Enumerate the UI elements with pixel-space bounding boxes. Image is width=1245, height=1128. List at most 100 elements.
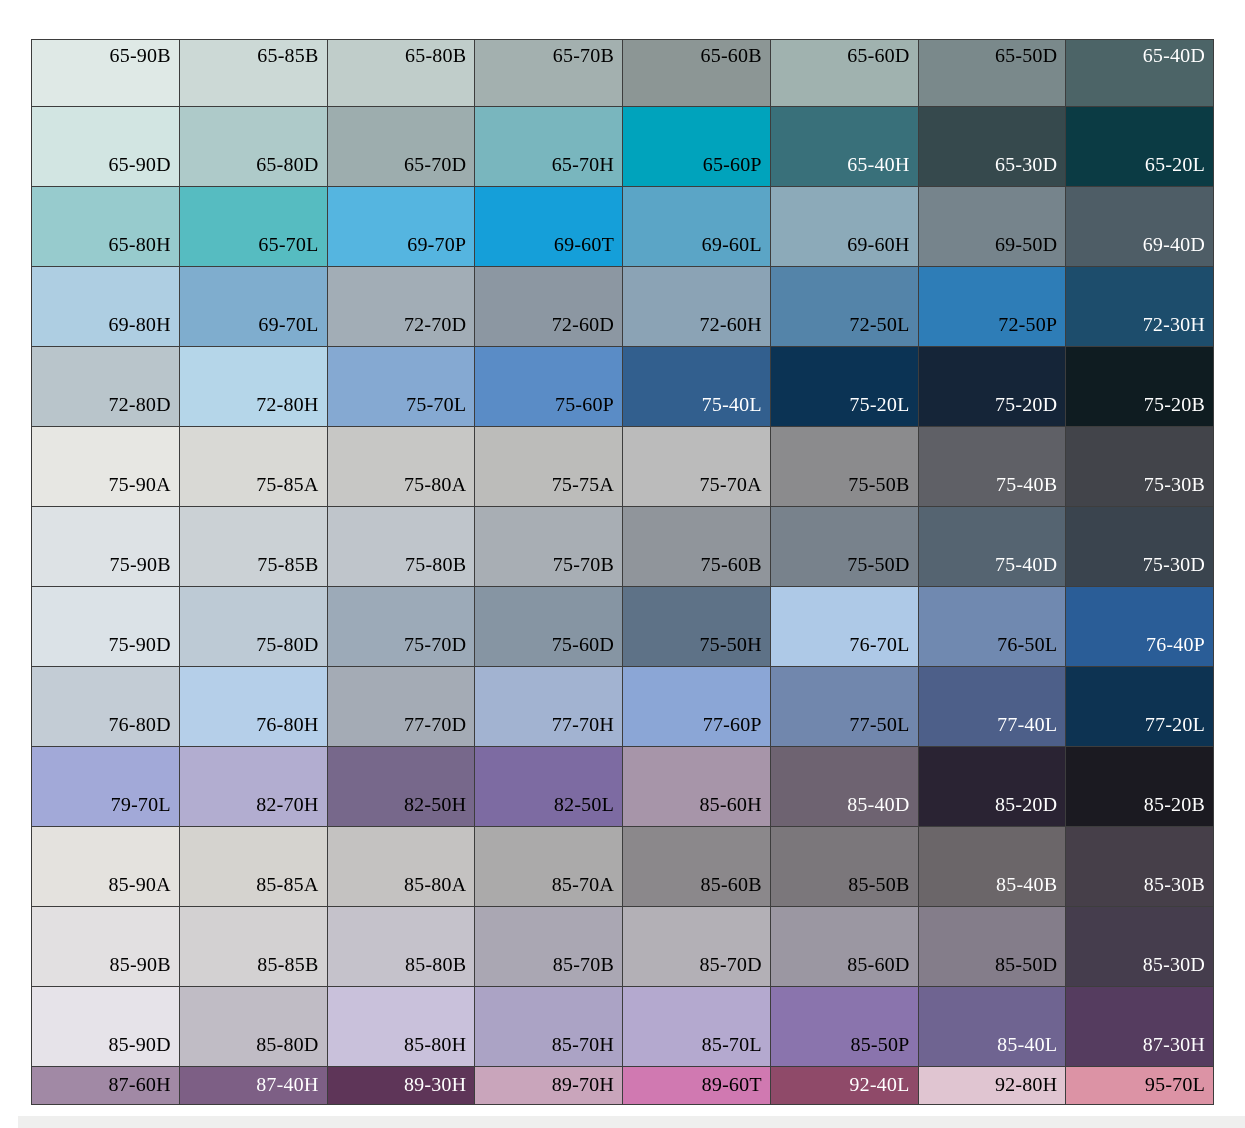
swatch-cell: 85-80B: [326, 906, 476, 987]
swatch-cell: 77-70H: [474, 666, 623, 747]
swatch-cell: 65-60D: [769, 39, 919, 107]
swatch-cell: 85-30D: [1065, 906, 1214, 987]
swatch-code: 69-70L: [258, 314, 319, 336]
swatch-code: 72-60H: [699, 314, 762, 336]
swatch-cell: 75-30D: [1065, 506, 1214, 587]
swatch-code: 77-50L: [849, 714, 910, 736]
swatch-cell: 85-70L: [622, 986, 771, 1067]
swatch-grid-body: 65-90B 65-85B 65-80B 65-70B 65-60B 65-60D 65-5…: [31, 39, 1214, 1105]
swatch-cell: 76-40P: [1065, 586, 1214, 667]
swatch-cell: 75-90A: [31, 426, 180, 507]
swatch-cell: 75-70L: [326, 346, 476, 427]
swatch-cell: 85-50D: [917, 906, 1067, 987]
swatch-code: 75-60P: [555, 394, 614, 416]
swatch-cell: 75-40L: [622, 346, 771, 427]
swatch-cell: 85-60B: [622, 826, 771, 907]
swatch-row: 72-80D 72-80H 75-70L 75-60P 75-40L 75-20L 75-2…: [31, 346, 1214, 427]
swatch-code: 65-80D: [256, 154, 319, 176]
swatch-cell: 87-30H: [1065, 986, 1214, 1067]
swatch-cell: 77-60P: [622, 666, 771, 747]
swatch-cell: 72-30H: [1065, 266, 1214, 347]
swatch-code: 75-70B: [552, 554, 614, 576]
swatch-code: 85-85B: [257, 954, 319, 976]
swatch-grid: 65-90B 65-85B 65-80B 65-70B 65-60B 65-60D 65-5…: [31, 39, 1214, 1105]
swatch-cell: 75-85A: [178, 426, 328, 507]
swatch-cell: 75-85B: [178, 506, 328, 587]
swatch-code: 75-50D: [847, 554, 910, 576]
swatch-cell: 69-50D: [917, 186, 1067, 267]
swatch-cell: 75-70A: [622, 426, 771, 507]
swatch-code: 89-70H: [551, 1074, 614, 1096]
swatch-code: 75-50H: [699, 634, 762, 656]
swatch-code: 77-20L: [1144, 714, 1205, 736]
swatch-row: 87-60H 87-40H 89-30H 89-70H 89-60T 92-40L 92-8…: [31, 1066, 1214, 1105]
swatch-cell: 65-70H: [474, 106, 623, 187]
swatch-code: 75-85A: [256, 474, 319, 496]
swatch-cell: 89-60T: [622, 1066, 771, 1105]
swatch-cell: 75-70D: [326, 586, 476, 667]
swatch-cell: 75-40D: [917, 506, 1067, 587]
swatch-code: 72-60D: [551, 314, 614, 336]
swatch-code: 75-50B: [848, 474, 910, 496]
swatch-code: 87-40H: [256, 1074, 319, 1096]
swatch-code: 85-60H: [699, 794, 762, 816]
swatch-code: 85-20D: [994, 794, 1058, 816]
swatch-code: 75-70A: [699, 474, 762, 496]
swatch-cell: 65-80H: [31, 186, 180, 267]
swatch-code: 89-30H: [403, 1074, 467, 1096]
swatch-cell: 85-60H: [622, 746, 771, 827]
swatch-code: 72-70D: [403, 314, 467, 336]
swatch-code: 75-75A: [551, 474, 614, 496]
swatch-code: 85-80D: [256, 1034, 319, 1056]
swatch-code: 85-70A: [551, 874, 614, 896]
swatch-cell: 76-70L: [769, 586, 919, 667]
swatch-cell: 85-70B: [474, 906, 623, 987]
swatch-code: 85-50P: [850, 1034, 910, 1056]
swatch-code: 85-70B: [552, 954, 614, 976]
swatch-code: 65-80B: [405, 45, 467, 67]
swatch-code: 77-70D: [403, 714, 467, 736]
swatch-code: 65-70B: [552, 45, 614, 67]
swatch-row: 75-90B 75-85B 75-80B 75-70B 75-60B 75-50D 75-4…: [31, 506, 1214, 587]
swatch-code: 65-50D: [994, 45, 1058, 67]
swatch-cell: 69-40D: [1065, 186, 1214, 267]
swatch-code: 85-70D: [699, 954, 762, 976]
swatch-code: 65-70L: [258, 234, 319, 256]
swatch-cell: 65-60B: [622, 39, 771, 107]
swatch-cell: 72-50L: [769, 266, 919, 347]
swatch-row: 65-80H 65-70L 69-70P 69-60T 69-60L 69-60H 69-5…: [31, 186, 1214, 267]
swatch-code: 69-50D: [994, 234, 1058, 256]
swatch-cell: 65-20L: [1065, 106, 1214, 187]
swatch-code: 85-90D: [108, 1034, 171, 1056]
swatch-row: 69-80H 69-70L 72-70D 72-60D 72-60H 72-50L 72-5…: [31, 266, 1214, 347]
swatch-cell: 65-70B: [474, 39, 623, 107]
swatch-cell: 85-90A: [31, 826, 180, 907]
swatch-cell: 65-80B: [326, 39, 476, 107]
swatch-cell: 72-50P: [917, 266, 1067, 347]
swatch-code: 69-80H: [108, 314, 171, 336]
swatch-code: 85-50D: [994, 954, 1058, 976]
swatch-code: 85-60D: [847, 954, 910, 976]
swatch-cell: 65-80D: [178, 106, 328, 187]
swatch-cell: 85-80D: [178, 986, 328, 1067]
swatch-cell: 85-20D: [917, 746, 1067, 827]
swatch-cell: 72-80H: [178, 346, 328, 427]
swatch-code: 82-50L: [553, 794, 614, 816]
swatch-code: 76-80H: [256, 714, 319, 736]
swatch-code: 75-30B: [1143, 474, 1205, 496]
swatch-row: 75-90D 75-80D 75-70D 75-60D 75-50H 76-70L 76-5…: [31, 586, 1214, 667]
swatch-cell: 85-80H: [326, 986, 476, 1067]
swatch-code: 75-40B: [996, 474, 1058, 496]
swatch-cell: 69-80H: [31, 266, 180, 347]
swatch-cell: 65-85B: [178, 39, 328, 107]
swatch-code: 65-85B: [257, 45, 319, 67]
swatch-code: 82-50H: [403, 794, 467, 816]
swatch-cell: 65-40D: [1065, 39, 1214, 107]
swatch-code: 77-70H: [551, 714, 614, 736]
swatch-code: 75-30D: [1142, 554, 1205, 576]
bottom-strip: [18, 1116, 1245, 1128]
swatch-code: 85-80B: [405, 954, 467, 976]
swatch-cell: 69-70L: [178, 266, 328, 347]
swatch-cell: 75-70B: [474, 506, 623, 587]
swatch-code: 75-60B: [700, 554, 762, 576]
